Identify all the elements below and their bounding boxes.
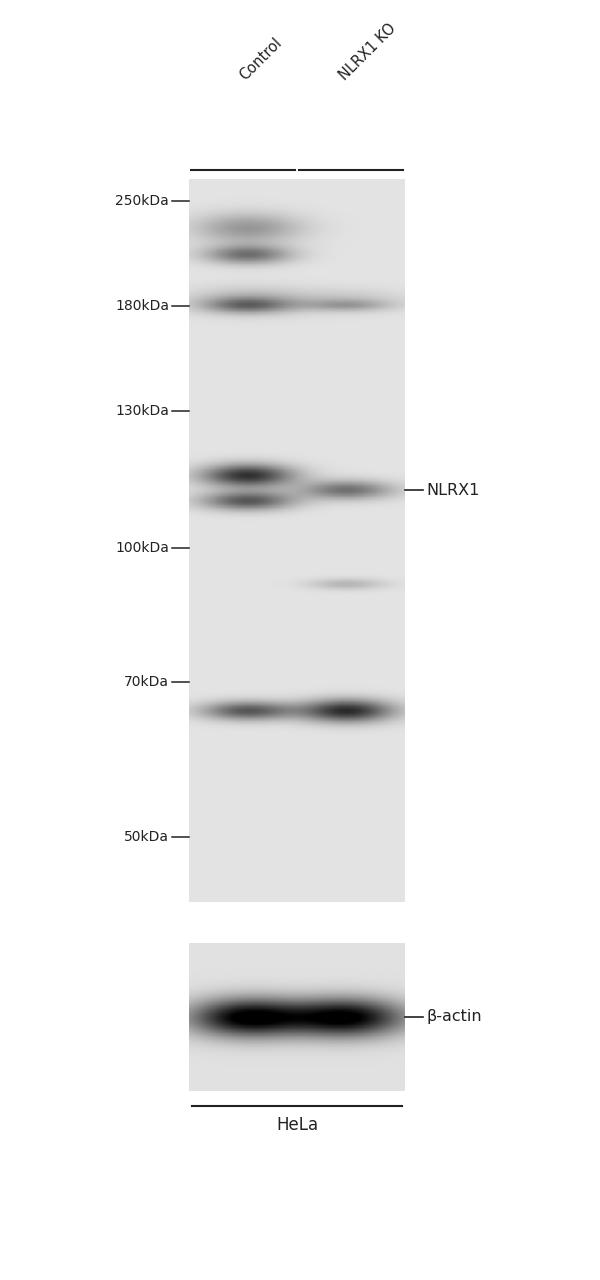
Text: 250kDa: 250kDa <box>115 193 169 207</box>
Text: 180kDa: 180kDa <box>115 298 169 312</box>
Text: HeLa: HeLa <box>276 1116 318 1134</box>
Text: 50kDa: 50kDa <box>124 831 169 845</box>
Text: NLRX1: NLRX1 <box>426 483 479 498</box>
Text: 70kDa: 70kDa <box>124 675 169 689</box>
Text: NLRX1 KO: NLRX1 KO <box>336 20 398 83</box>
Text: β-actin: β-actin <box>426 1010 482 1024</box>
Text: 100kDa: 100kDa <box>115 541 169 556</box>
Text: Control: Control <box>237 35 285 83</box>
Text: 130kDa: 130kDa <box>115 403 169 417</box>
